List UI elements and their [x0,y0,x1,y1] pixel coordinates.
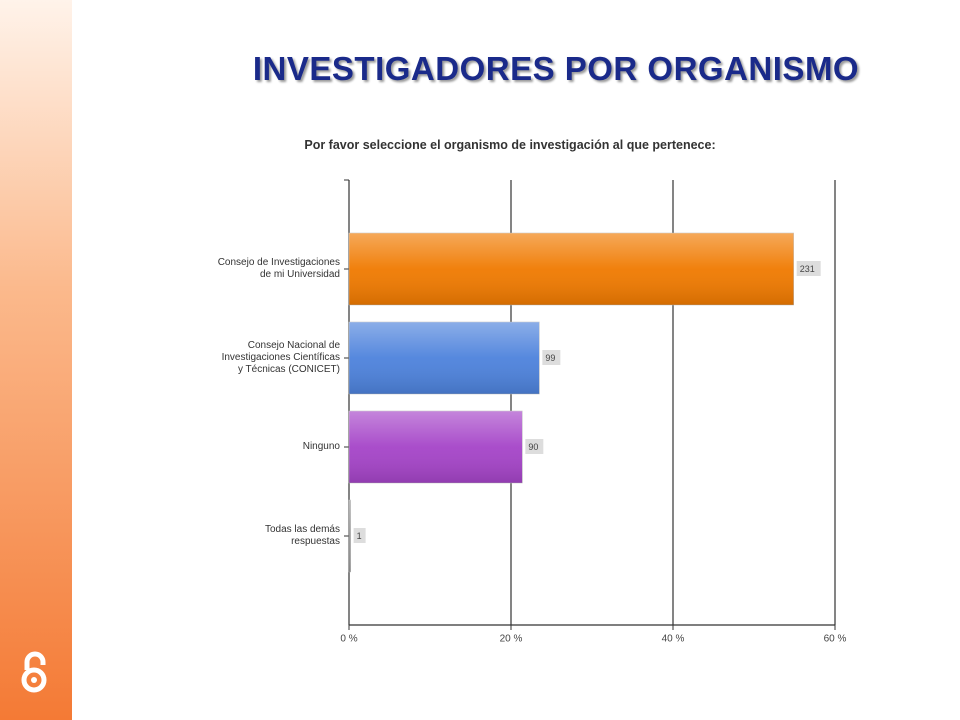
y-tick-label: Consejo Nacional de Investigaciones Cien… [221,340,340,375]
chart-subtitle: Por favor seleccione el organismo de inv… [304,138,716,152]
x-tick-label: 20 % [500,634,523,645]
slide-title: INVESTIGADORES POR ORGANISMO [252,50,860,87]
y-tick-label: Ninguno [302,441,340,452]
bar-shine [349,500,351,572]
y-tick-label: Consejo de Investigaciones de mi Univers… [217,257,340,280]
bar-shine [349,411,523,483]
bar-shine [349,322,540,394]
value-label: 90 [528,442,538,452]
value-label: 1 [357,531,362,541]
value-label-bg [796,261,821,276]
x-tick-label: 0 % [340,634,357,645]
value-label: 231 [800,264,815,274]
side-strip [0,0,72,720]
x-tick-label: 60 % [824,634,847,645]
x-tick-label: 40 % [662,634,685,645]
value-label-bg [525,439,544,454]
bar-shine [349,233,794,305]
y-tick-label: Todas las demás respuestas [264,524,340,547]
value-label-bg [353,528,366,543]
value-label-bg [542,350,561,365]
open-access-icon [21,651,47,693]
value-label: 99 [545,353,555,363]
